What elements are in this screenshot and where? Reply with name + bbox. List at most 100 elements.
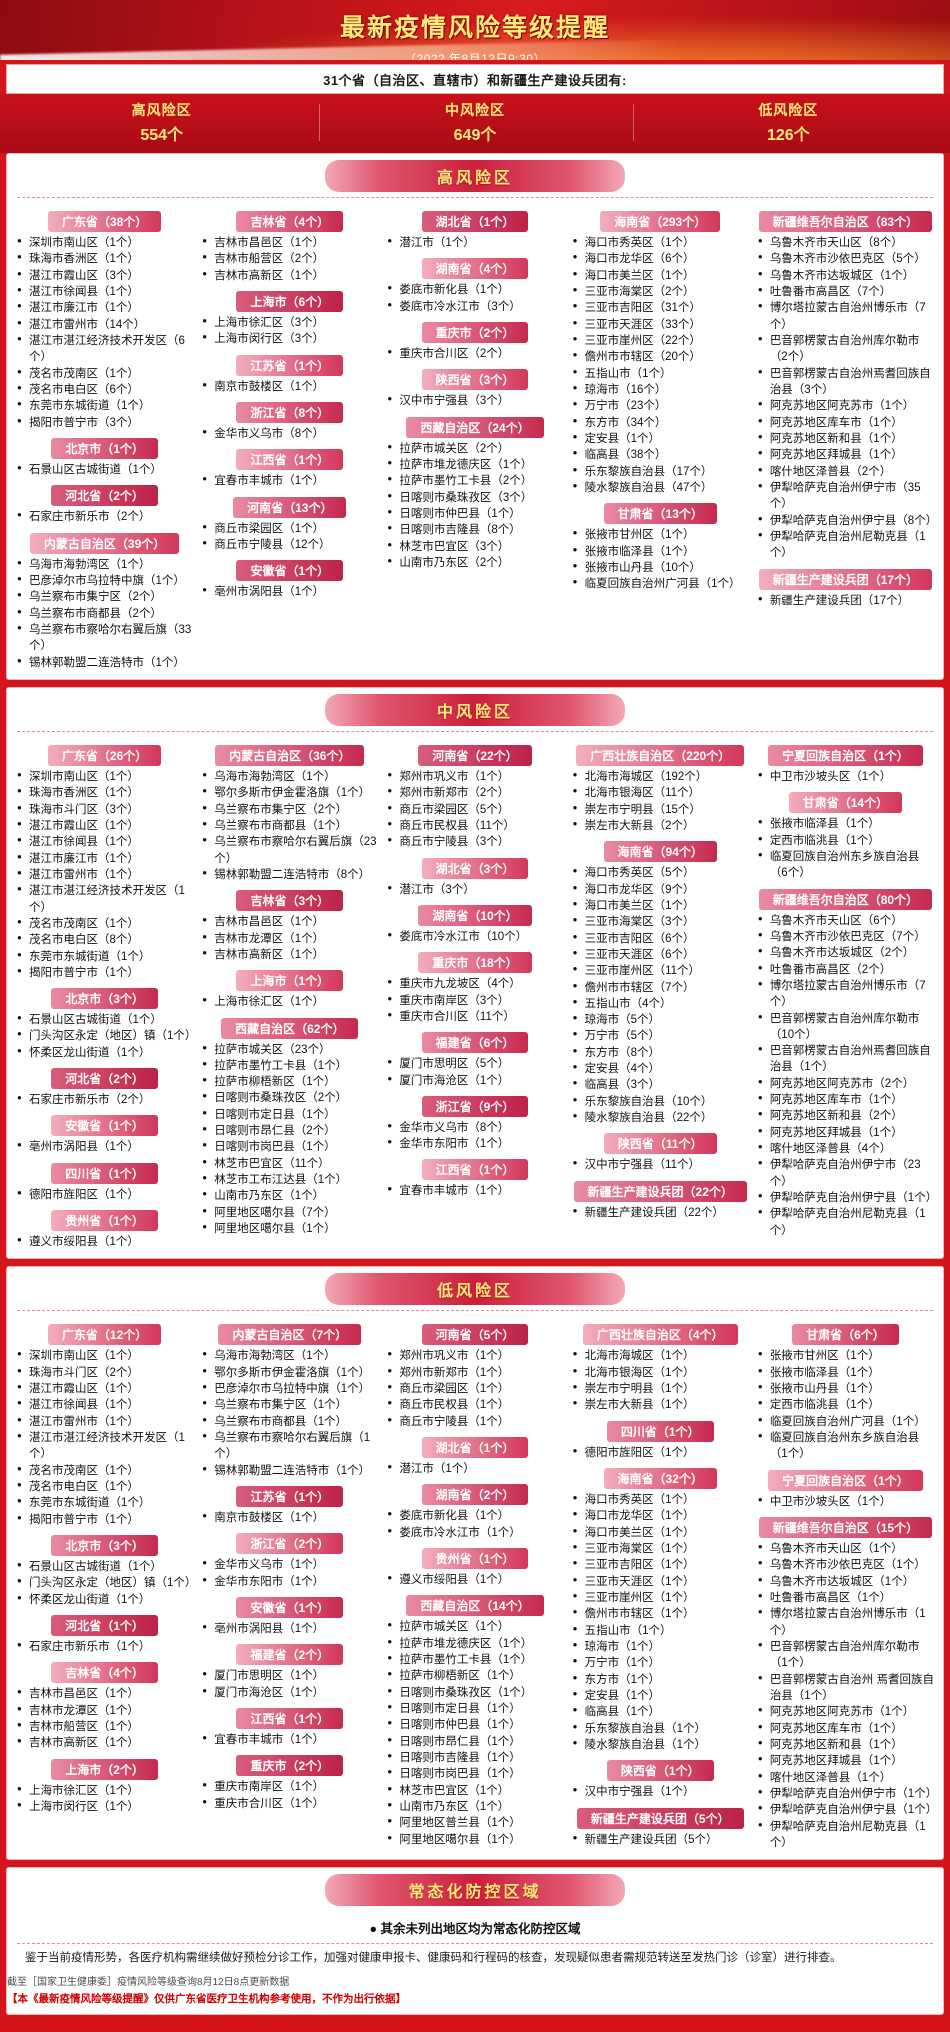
list-item: 商丘市梁园区（1个）	[387, 1380, 564, 1397]
area-list: 海口市秀英区（1个）海口市龙华区（1个）海口市美兰区（1个）三亚市海棠区（1个）…	[573, 1491, 750, 1753]
list-item: 重庆市九龙坡区（4个）	[387, 975, 564, 992]
province-group: 浙江省（8个）	[200, 395, 379, 426]
list-item: 林芝市工布江达县（1个）	[202, 1171, 379, 1188]
list-item: 宜春市丰城市（1个）	[202, 1731, 379, 1748]
list-item: 三亚市吉阳区（1个）	[573, 1556, 750, 1573]
list-item: 巴音郭楞蒙古自治州焉耆回族自治县（3个）	[758, 365, 935, 399]
list-item: 崇左市大新县（1个）	[573, 1396, 750, 1413]
province-group: 河南省（13个）	[200, 490, 379, 521]
province-badge: 湖南省（2个）	[421, 1484, 529, 1506]
list-item: 博尔塔拉蒙古自治州博乐市（1个）	[758, 1605, 935, 1639]
list-item: 崇左市宁明县（15个）	[573, 801, 750, 818]
section-head: 低风险区	[7, 1267, 943, 1311]
list-item: 北海市银海区（11个）	[573, 784, 750, 801]
area-list: 商丘市梁园区（1个）商丘市宁陵县（12个）	[202, 520, 379, 554]
column-2: 河南省（5个）郑州市巩义市（1个）郑州市新郑市（1个）商丘市梁园区（1个）商丘市…	[385, 1317, 564, 1851]
list-item: 湛江市雷州市（1个）	[17, 1413, 194, 1430]
province-badge: 安徽省（1个）	[51, 1115, 158, 1137]
area-list: 汉中市宁强县（11个）	[573, 1156, 750, 1173]
area-list: 郑州市巩义市（1个）郑州市新郑市（2个）商丘市梁园区（5个）商丘市民权县（11个…	[387, 768, 564, 851]
list-item: 吉林市昌邑区（1个）	[202, 913, 379, 930]
list-item: 湛江市徐闻县（1个）	[17, 283, 194, 300]
area-list: 南京市鼓楼区（1个）	[202, 1509, 379, 1526]
list-item: 东方市（34个）	[573, 414, 750, 431]
area-list: 金华市义乌市（8个）	[202, 425, 379, 442]
list-item: 鄂尔多斯市伊金霍洛旗（1个）	[202, 784, 379, 801]
list-item: 三亚市天涯区（1个）	[573, 1573, 750, 1590]
list-item: 湛江市霞山区（3个）	[17, 267, 194, 284]
province-badge: 上海市（6个）	[236, 290, 344, 312]
list-item: 宜春市丰城市（1个）	[387, 1182, 564, 1199]
province-group: 湖北省（3个）	[385, 851, 564, 882]
normal-control-title: 常态化防控区域	[325, 1874, 625, 1907]
list-item: 湛江市霞山区（1个）	[17, 817, 194, 834]
section-head: 高风险区	[7, 154, 943, 197]
column-3: 广西壮族自治区（4个）北海市海城区（1个）北海市银海区（1个）崇左市宁明县（1个…	[571, 1317, 750, 1851]
column-4: 新疆维吾尔自治区（83个）乌鲁木齐市天山区（8个）乌鲁木齐市沙依巴克区（5个）乌…	[756, 204, 937, 671]
risk-section-1: 中风险区广东省（26个）深圳市南山区（1个）珠海市香洲区（1个）珠海市斗门区（3…	[6, 686, 944, 1260]
list-item: 乌鲁木齐市沙依巴克区（5个）	[758, 250, 935, 267]
list-item: 阿克苏地区新和县（1个）	[758, 430, 935, 447]
count-medium-label: 中风险区	[444, 102, 505, 118]
province-badge: 新疆生产建设兵团（5个）	[576, 1807, 744, 1829]
province-group: 海南省（32个）	[571, 1461, 750, 1492]
province-badge: 江西省（1个）	[236, 1708, 344, 1730]
list-item: 娄底市冷水江市（1个）	[387, 1524, 564, 1541]
list-item: 吐鲁番市高昌区（7个）	[758, 283, 935, 300]
province-badge: 甘肃省（6个）	[792, 1324, 899, 1346]
divider	[17, 1943, 933, 1945]
list-item: 临夏回族自治州广河县（1个）	[573, 575, 750, 592]
list-item: 厦门市思明区（5个）	[387, 1055, 564, 1072]
list-item: 娄底市冷水江市（3个）	[387, 298, 564, 315]
list-item: 伊犁哈萨克自治州尼勒克县（1个）	[758, 1205, 935, 1239]
area-list: 上海市徐汇区（1个）	[202, 993, 379, 1010]
list-item: 张掖市临泽县（1个）	[758, 815, 935, 832]
area-list: 上海市徐汇区（3个）上海市闵行区（3个）	[202, 314, 379, 348]
list-item: 日喀则市昂仁县（1个）	[387, 1733, 564, 1750]
column-1: 内蒙古自治区（7个）乌海市海勃湾区（1个）鄂尔多斯市伊金霍洛旗（1个）巴彦淖尔市…	[200, 1317, 379, 1851]
province-group: 安徽省（1个）	[15, 1108, 194, 1139]
province-badge: 安徽省（1个）	[236, 1597, 344, 1619]
list-item: 三亚市海棠区（2个）	[573, 283, 750, 300]
list-item: 上海市闵行区（1个）	[17, 1798, 194, 1815]
area-list: 海口市秀英区（5个）海口市龙华区（9个）海口市美兰区（1个）三亚市海棠区（3个）…	[573, 864, 750, 1126]
list-item: 喀什地区泽普县（1个）	[758, 1769, 935, 1786]
list-item: 中卫市沙坡头区（1个）	[758, 1493, 935, 1510]
list-item: 乐东黎族自治县（10个）	[573, 1093, 750, 1110]
list-item: 北海市海城区（1个）	[573, 1347, 750, 1364]
list-item: 汉中市宁强县（1个）	[573, 1783, 750, 1800]
list-item: 金华市义乌市（8个）	[387, 1119, 564, 1136]
province-group: 上海市（1个）	[200, 963, 379, 994]
list-item: 亳州市涡阳县（1个）	[17, 1138, 194, 1155]
province-badge: 湖北省（1个）	[421, 211, 529, 232]
list-item: 郑州市新郑市（2个）	[387, 784, 564, 801]
area-list: 南京市鼓楼区（1个）	[202, 378, 379, 395]
province-badge: 甘肃省（14个）	[788, 792, 903, 814]
province-badge: 西藏自治区（14个）	[406, 1595, 544, 1617]
province-badge: 浙江省（8个）	[236, 401, 344, 423]
province-badge: 河北省（2个）	[51, 1068, 158, 1090]
province-badge: 吉林省（4个）	[51, 1662, 158, 1684]
area-list: 石景山区古城街道（1个）门头沟区永定（地区）镇（1个）怀柔区龙山街道（1个）	[17, 1558, 196, 1608]
province-badge: 河北省（2个）	[51, 485, 158, 507]
list-item: 五指山市（1个）	[573, 1622, 750, 1639]
province-group: 上海市（2个）	[15, 1752, 194, 1783]
list-item: 乌鲁木齐市天山区（1个）	[758, 1540, 935, 1557]
province-badge: 江西省（1个）	[421, 1159, 529, 1181]
column-1: 吉林省（4个）吉林市昌邑区（1个）吉林市船营区（2个）吉林市高新区（1个）上海市…	[200, 204, 379, 671]
list-item: 万宁市（23个）	[573, 397, 750, 414]
province-group: 吉林省（3个）	[200, 883, 379, 914]
province-group: 广西壮族自治区（4个）	[571, 1317, 750, 1348]
list-item: 阿里地区噶尔县（1个）	[387, 1831, 564, 1848]
province-badge: 广东省（38个）	[47, 211, 162, 232]
divider	[17, 197, 933, 198]
list-item: 东方市（1个）	[573, 1671, 750, 1688]
list-item: 茂名市茂南区（1个）	[17, 1462, 194, 1479]
province-group: 甘肃省（6个）	[756, 1317, 935, 1348]
list-item: 吉林市船营区（2个）	[202, 250, 379, 267]
province-group: 贵州省（1个）	[15, 1203, 194, 1234]
normal-control-note: ● 其余未列出地区均为常态化防控区域	[369, 1922, 581, 1937]
page-title: 最新疫情风险等级提醒	[339, 14, 610, 42]
list-item: 琼海市（5个）	[573, 1011, 750, 1028]
list-item: 揭阳市普宁市（1个）	[17, 964, 194, 981]
